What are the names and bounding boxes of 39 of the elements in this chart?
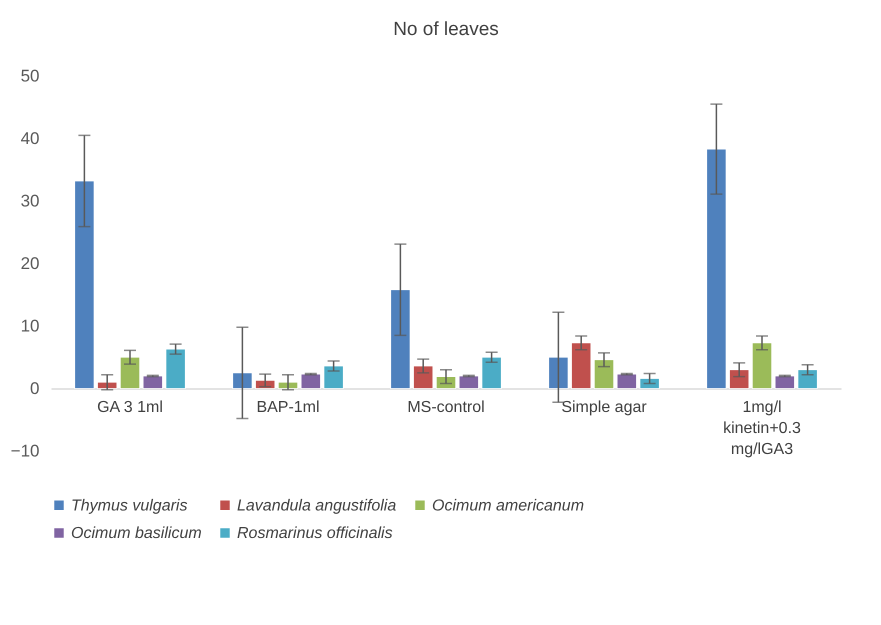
- bar: [232, 372, 252, 389]
- x-tick-label: BAP-1ml: [256, 399, 320, 416]
- legend-label: Ocimum americanum: [432, 497, 584, 514]
- y-tick-label: 0: [30, 379, 40, 398]
- legend-label: Lavandula angustifolia: [237, 497, 396, 514]
- bar: [120, 356, 140, 389]
- legend-label: Rosmarinus officinalis: [237, 525, 393, 542]
- x-tick-label: 1mg/l kinetin+0.3 mg/lGA3: [723, 399, 802, 458]
- legend-label: Thymus vulgaris: [71, 497, 188, 514]
- legend-label: Ocimum basilicum: [71, 525, 202, 542]
- bar: [324, 366, 344, 389]
- y-tick-label: 50: [20, 66, 40, 86]
- bar: [390, 289, 410, 389]
- y-tick-label: 40: [20, 129, 40, 148]
- bar: [774, 376, 795, 389]
- bar: [594, 359, 614, 389]
- bar: [752, 342, 772, 389]
- bar: [142, 376, 163, 389]
- bar: [548, 356, 568, 389]
- x-tick-label: GA 3 1ml: [97, 399, 163, 416]
- bar: [458, 376, 479, 389]
- bar: [74, 180, 94, 389]
- y-tick-label: −10: [10, 442, 40, 460]
- y-tick-label: 20: [20, 254, 40, 273]
- bar: [798, 369, 818, 389]
- bar: [97, 382, 118, 389]
- bar: [482, 356, 502, 389]
- bar: [166, 348, 186, 389]
- bar: [729, 369, 750, 389]
- bar: [571, 342, 592, 389]
- x-tick-label: MS-control: [407, 399, 485, 416]
- bar: [413, 366, 434, 389]
- bar: [300, 374, 321, 389]
- chart-title: No of leaves: [393, 19, 499, 40]
- y-tick-label: 30: [20, 192, 40, 210]
- bar: [706, 148, 726, 389]
- y-tick-label: 10: [20, 316, 40, 336]
- bar: [616, 374, 637, 389]
- x-tick-label: Simple agar: [561, 399, 648, 416]
